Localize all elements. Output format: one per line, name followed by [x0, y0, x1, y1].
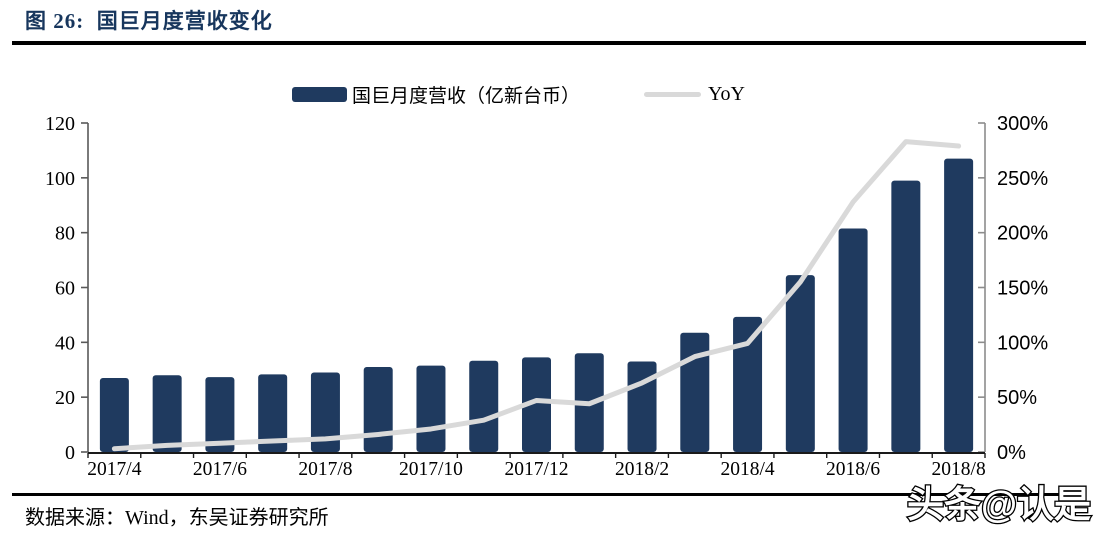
revenue-legend-label: 国巨月度营收（亿新台币）: [352, 85, 581, 107]
left-axis-tick-label: 80: [55, 223, 75, 245]
revenue-bar: [733, 316, 763, 452]
revenue-bar: [310, 372, 340, 452]
x-axis-tick-label: 2018/6: [826, 459, 880, 480]
right-axis-tick-label: 150%: [997, 278, 1048, 300]
x-axis-tick-label: 2017/12: [505, 459, 569, 480]
left-axis-tick-label: 20: [55, 387, 75, 409]
right-axis-tick-label: 50%: [997, 387, 1037, 409]
data-source-note: 数据来源：Wind，东吴证券研究所: [25, 507, 329, 529]
right-axis-tick-label: 250%: [997, 168, 1048, 190]
revenue-bar: [258, 374, 288, 452]
x-axis-tick-label: 2018/4: [720, 459, 774, 480]
legend-item-revenue: 国巨月度营收（亿新台币）: [292, 84, 580, 107]
revenue-bar: [680, 332, 710, 452]
revenue-bar: [205, 377, 235, 452]
revenue-legend-swatch: [292, 86, 347, 102]
figure-title: 图 26: 国巨月度营收变化: [25, 9, 273, 33]
revenue-bar: [891, 180, 921, 452]
yoy-legend-swatch: [644, 91, 701, 97]
right-axis-tick-label: 0%: [997, 442, 1026, 464]
revenue-bar: [99, 377, 129, 452]
left-axis-tick-label: 40: [55, 332, 75, 354]
title-divider: [12, 41, 1086, 45]
right-axis-tick-label: 100%: [997, 332, 1048, 354]
footer-divider: [12, 493, 1086, 496]
revenue-bar: [363, 367, 393, 452]
x-axis-tick-label: 2017/4: [87, 459, 141, 480]
revenue-bar: [944, 158, 974, 452]
revenue-bar: [522, 357, 551, 452]
yoy-line: [111, 139, 962, 452]
yoy-legend-label: YoY: [708, 82, 745, 105]
revenue-bar: [785, 275, 815, 452]
x-axis-tick-label: 2017/10: [399, 459, 463, 480]
left-axis-tick-label: 120: [45, 113, 75, 135]
legend-item-yoy: YoY: [644, 82, 745, 105]
x-axis-tick-label: 2018/8: [932, 459, 986, 480]
revenue-bar: [838, 228, 868, 452]
left-axis-tick-label: 60: [55, 278, 75, 300]
watermark: 头条@认是: [906, 483, 1093, 527]
revenue-bar: [152, 375, 182, 452]
x-axis-tick-label: 2018/2: [615, 459, 669, 480]
right-axis-tick-label: 300%: [997, 113, 1048, 135]
right-axis-tick-label: 200%: [997, 223, 1048, 245]
x-axis-tick-label: 2017/8: [298, 459, 352, 480]
watermark-text: 头条@认是: [907, 484, 1091, 525]
revenue-bar: [416, 365, 446, 452]
left-axis-tick-label: 100: [45, 168, 75, 190]
x-axis-tick-label: 2017/6: [193, 459, 247, 480]
left-axis-tick-label: 0: [65, 442, 75, 464]
revenue-bar: [469, 360, 499, 452]
